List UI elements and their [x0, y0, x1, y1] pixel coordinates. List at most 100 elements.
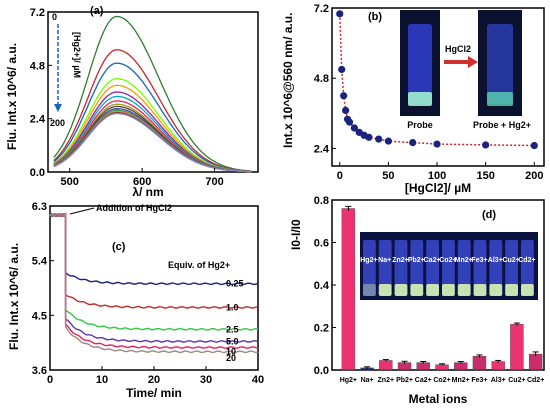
panel-d-vial-label: Pb2+ [408, 257, 425, 264]
panel-b-point [530, 141, 538, 150]
panel-d-vial [521, 240, 534, 296]
panel-d-vial [426, 240, 439, 296]
panel-a-ticks: 500 600 700 0.0 2.4 4.8 7.2 [30, 7, 224, 188]
panel-c: 0 10 20 30 403.64.55.46.3 0.251.02.55.01020 … [7, 201, 264, 400]
panel-b-ytick-label: 7.2 [314, 3, 329, 15]
panel-b-point [482, 141, 490, 149]
panel-c-series-label: 2.5 [226, 324, 239, 334]
panel-c-curve [49, 212, 259, 309]
panel-b-points [336, 10, 538, 150]
panel-d-ytick-label: 0.0 [314, 365, 329, 377]
panel-b-point [409, 138, 417, 147]
panel-c-series-label: 5.0 [226, 336, 239, 346]
panel-a-ytick-label: 7.2 [30, 7, 45, 19]
panel-b-frame [331, 7, 545, 167]
panel-a-curves [53, 15, 252, 173]
panel-c-label: (c) [112, 241, 126, 253]
panel-d-vial [394, 240, 408, 296]
panel-d-vial [363, 240, 376, 296]
panel-c-xtick-label: 0 [47, 374, 53, 386]
panel-b-ticks: 0 50 100 150 200 2.4 4.8 7.2 [314, 3, 544, 182]
panel-b-point [350, 124, 358, 132]
panel-b-fit-line [339, 13, 535, 147]
panel-d-bar [528, 353, 543, 371]
panel-d-bar [416, 362, 430, 371]
panel-d-vial-glow [378, 284, 392, 296]
panel-d-vials: Hg2+ Na+ Zn2+ Pb2+Ca2+Co2+Mn2+Fe3+ Al3+ Cu2+C… [360, 240, 536, 296]
panel-d-vial-glow [442, 284, 455, 296]
panel-b-xtick-label: 0 [337, 170, 343, 182]
panel-a: 500 600 700 0.0 2.4 4.8 7.2 0 [Hg2+]/ µM 200 (… [5, 5, 259, 199]
panel-d-ytick-label: 0.4 [314, 280, 330, 292]
panel-b-xtick-label: 150 [476, 170, 494, 182]
panel-d-bars [341, 205, 543, 371]
panel-c-ytick-label: 4.5 [32, 310, 47, 322]
panel-a-curve [53, 112, 252, 173]
panel-d-xtick-label: Cd2+ [527, 377, 544, 384]
panel-d-vial-label: Hg2+ [360, 257, 377, 264]
panel-d-vial [442, 240, 455, 296]
panel-d-vial [378, 240, 392, 296]
vial-probe-hg-body [487, 24, 513, 104]
panel-c-addition-label: Addition of HgCl2 [96, 203, 172, 213]
panel-a-label: (a) [90, 5, 104, 17]
panel-c-legend-title: Equiv. of Hg2+ [168, 260, 230, 270]
panel-b-xtick-label: 50 [382, 170, 394, 182]
panel-c-curve [49, 212, 259, 331]
panel-b-point [384, 137, 393, 145]
panel-b-point [336, 10, 344, 18]
panel-d-bar [341, 208, 356, 371]
panel-d-vial-label: Ca2+ [424, 257, 441, 264]
panel-d-vial-label: Na+ [378, 257, 391, 264]
panel-d-vial-glow [505, 284, 518, 296]
panel-c-series-label: 20 [226, 353, 236, 363]
panel-d: Hg2+ Na+ Zn2+ Pb2+Ca2+Co2+Mn2+Fe3+ Al3+ Cu2+C… [289, 195, 545, 406]
panel-d-xtick-label: Mn2+ [452, 377, 470, 384]
panel-b-xlabel: [HgCl2]/ µM [405, 181, 471, 195]
panel-c-curve [49, 213, 259, 349]
panel-c-xtick-label: 40 [252, 374, 264, 386]
panel-a-curve [53, 15, 252, 172]
panel-d-ytick-label: 0.2 [314, 323, 329, 335]
panel-c-curve [49, 212, 259, 354]
panel-d-vial-glow [410, 284, 424, 296]
panel-d-vial-glow [426, 284, 439, 296]
panel-c-ytick-label: 3.6 [32, 365, 47, 377]
vial-probe-hg-glow [487, 92, 513, 106]
inset-left-label: Probe [407, 120, 433, 130]
inset-arrow-head [468, 56, 478, 68]
panel-b-point [365, 133, 373, 141]
panel-d-xtick-label: Pb2+ [396, 377, 413, 384]
panel-b-point [375, 135, 383, 143]
panel-d-xtick-label: Al3+ [491, 377, 506, 384]
panel-a-annot-bottom: 200 [50, 118, 65, 128]
panel-d-ticks: Hg2+ Na+ Zn2+ Pb2+ Ca2+ Co2+ Mn2+ Fe3+ Al3+ Cu2+ C… [314, 195, 545, 384]
inset-right-label: Probe + Hg2+ [473, 120, 531, 130]
panel-b-ytick-label: 2.4 [314, 143, 330, 155]
panel-d-vial [457, 240, 471, 296]
panel-a-ylabel: Flu. Int.x 10^6/ a.u. [5, 43, 19, 150]
panel-d-xtick-label: Hg2+ [340, 377, 357, 384]
panel-b-point [338, 65, 346, 74]
panel-d-vial-label: Cu2+ [502, 257, 519, 264]
inset-arrow-label: HgCl2 [445, 44, 471, 54]
panel-d-vial-label: Co2+ [439, 257, 456, 264]
panel-d-xtick-label: Ca2+ [415, 377, 432, 384]
panel-d-vial-label: Zn2+ [392, 257, 409, 264]
panel-d-vial [410, 240, 424, 296]
panel-d-vial [505, 240, 518, 296]
panel-d-bar [454, 362, 468, 371]
panel-b-xtick-label: 200 [525, 170, 543, 182]
panel-d-bar [510, 324, 524, 371]
panel-b-inset: HgCl2 Probe Probe + Hg2+ [400, 10, 531, 130]
panel-a-curve [53, 62, 252, 173]
panel-b-label: (b) [368, 11, 382, 23]
panel-a-xtick-label: 700 [205, 176, 223, 188]
panel-d-vial-glow [473, 284, 487, 296]
panel-d-xtick-label: Zn2+ [378, 377, 395, 384]
panel-d-vial-label: Al3+ [488, 257, 503, 264]
vial-probe-body [408, 24, 432, 104]
panel-b-xtick-label: 100 [428, 170, 446, 182]
panel-c-xlabel: Time/ min [126, 386, 182, 400]
